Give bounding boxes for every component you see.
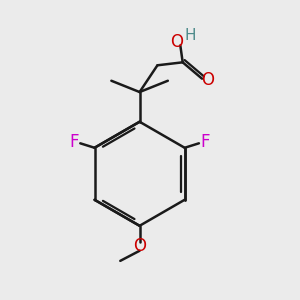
Text: F: F bbox=[70, 133, 79, 151]
Text: F: F bbox=[200, 133, 210, 151]
Text: O: O bbox=[133, 237, 146, 255]
Text: H: H bbox=[184, 28, 196, 43]
Text: O: O bbox=[170, 33, 183, 51]
Text: O: O bbox=[201, 70, 214, 88]
